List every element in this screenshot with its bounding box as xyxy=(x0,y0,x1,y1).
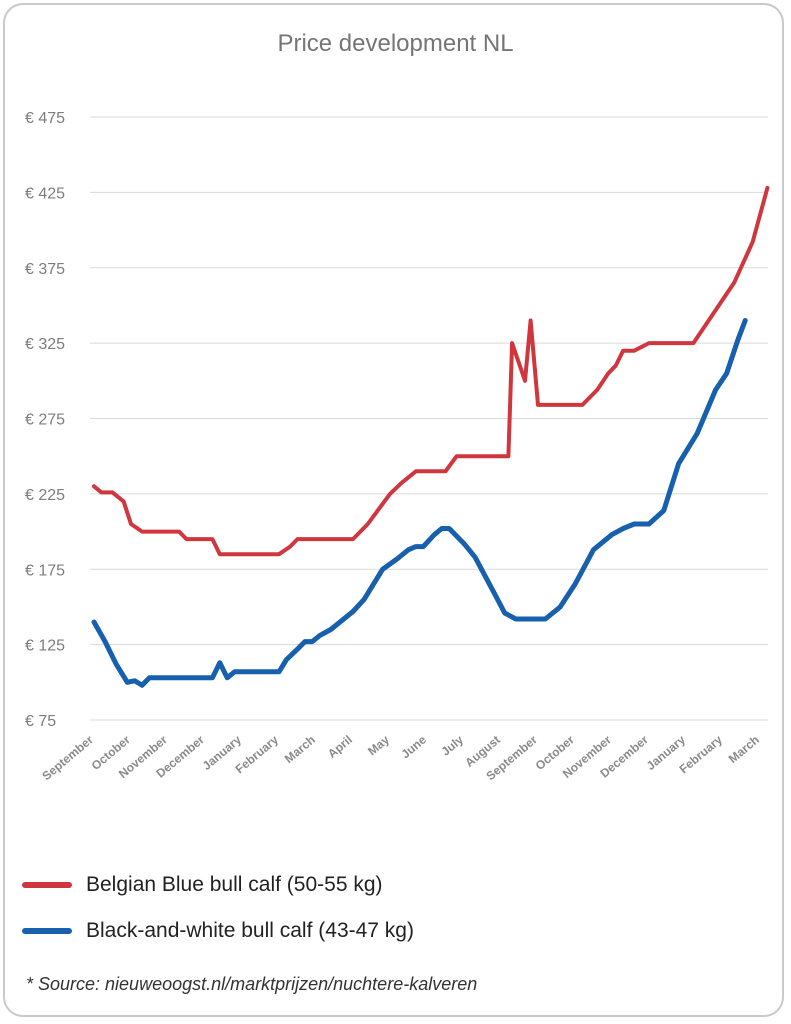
y-tick-label: € 375 xyxy=(25,261,65,278)
y-tick-label: € 125 xyxy=(25,638,65,655)
x-tick-label: June xyxy=(398,732,429,761)
x-tick-label: July xyxy=(439,732,467,758)
grid-lines xyxy=(90,116,768,721)
legend: Belgian Blue bull calf (50-55 kg) Black-… xyxy=(22,862,414,954)
x-axis-ticks: SeptemberOctoberNovemberDecemberJanuaryF… xyxy=(39,732,762,783)
y-tick-label: € 75 xyxy=(25,713,56,730)
line-chart: € 75 € 125 € 175 € 225 € 275 € 325 € 375 € 425 €… xyxy=(25,110,770,783)
y-tick-label: € 475 xyxy=(25,110,65,127)
source-note: * Source: nieuweoogst.nl/marktprijzen/nu… xyxy=(26,974,478,994)
y-tick-label: € 175 xyxy=(25,562,65,579)
legend-item-black-and-white: Black-and-white bull calf (43-47 kg) xyxy=(22,908,414,954)
y-tick-label: € 425 xyxy=(25,185,65,202)
series-line-black-and-white xyxy=(91,318,748,688)
x-tick-label: March xyxy=(726,733,762,766)
x-tick-label: March xyxy=(282,733,318,766)
y-tick-label: € 225 xyxy=(25,487,65,504)
legend-item-belgian-blue: Belgian Blue bull calf (50-55 kg) xyxy=(22,862,414,908)
legend-swatch-red xyxy=(22,882,72,888)
x-tick-label: May xyxy=(365,732,392,758)
chart-frame xyxy=(3,3,784,1017)
legend-label: Belgian Blue bull calf (50-55 kg) xyxy=(86,873,383,896)
legend-swatch-blue xyxy=(22,928,72,934)
chart-title: Price development NL xyxy=(277,30,514,57)
y-tick-label: € 275 xyxy=(25,412,65,429)
y-tick-label: € 325 xyxy=(25,336,65,353)
legend-label: Black-and-white bull calf (43-47 kg) xyxy=(86,919,414,942)
x-tick-label: April xyxy=(325,733,355,761)
series-lines xyxy=(91,185,770,688)
x-tick-label: September xyxy=(39,732,96,783)
y-axis-ticks: € 75 € 125 € 175 € 225 € 275 € 325 € 375 € 425 €… xyxy=(25,110,65,730)
series-line-belgian-blue xyxy=(92,185,770,557)
